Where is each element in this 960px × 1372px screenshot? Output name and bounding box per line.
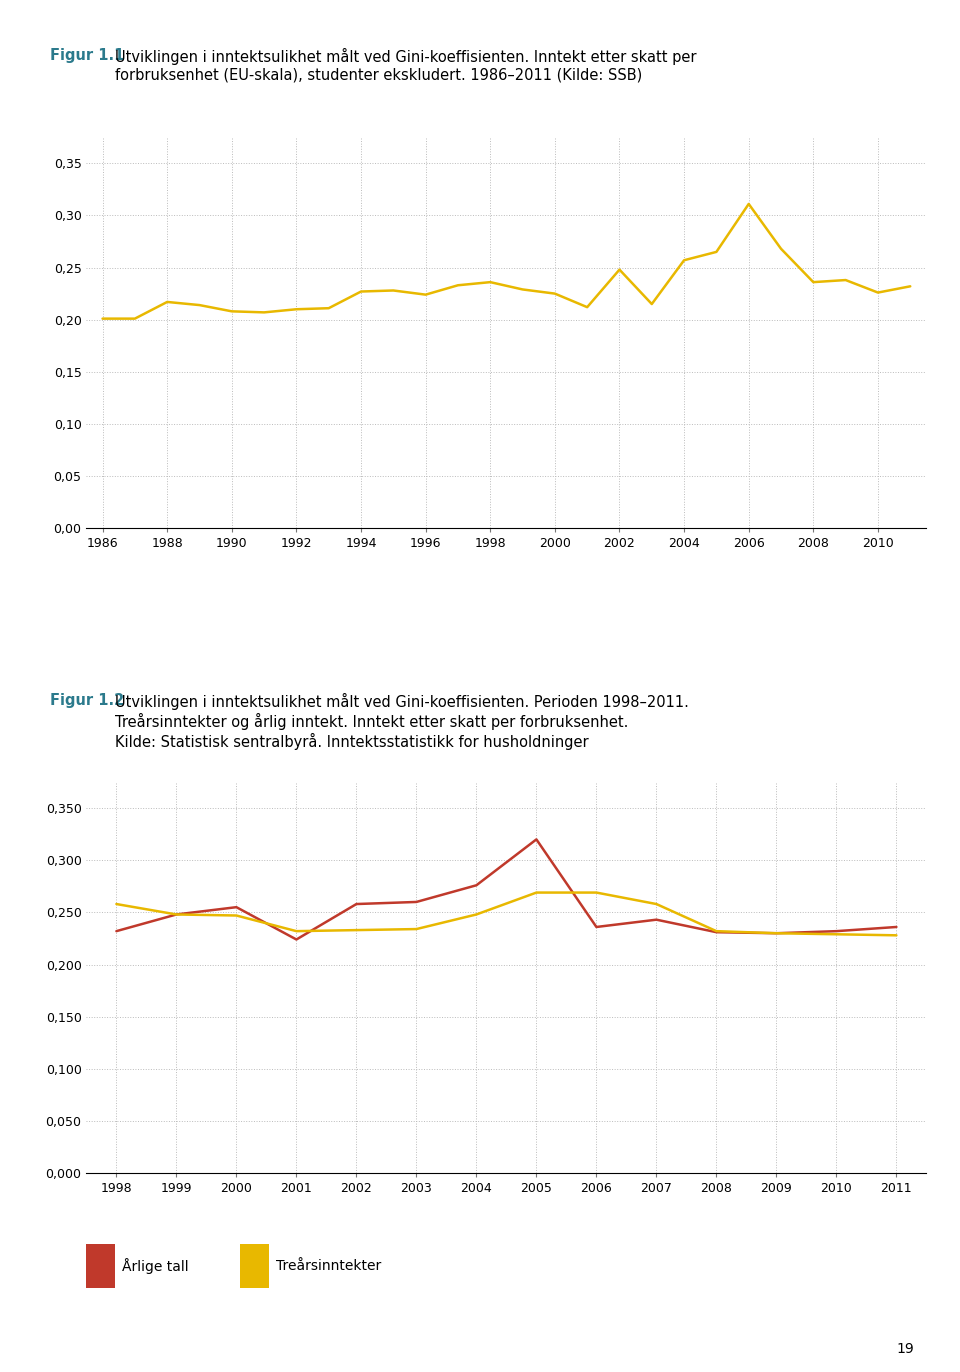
Årlige tall [531,831,542,848]
Årlige tall [411,893,422,910]
Text: 19: 19 [897,1342,914,1356]
Text: Figur 1.1: Figur 1.1 [50,48,124,63]
Text: Utviklingen i inntektsulikhet målt ved Gini-koeffisienten. Perioden 1998–2011.
T: Utviklingen i inntektsulikhet målt ved G… [115,693,689,749]
Treårsinntekter [891,927,902,944]
Treårsinntekter [771,925,782,941]
Treårsinntekter [171,907,182,923]
Treårsinntekter [710,923,722,940]
Text: Utviklingen i inntektsulikhet målt ved Gini-koeffisienten. Inntekt etter skatt p: Utviklingen i inntektsulikhet målt ved G… [115,48,697,82]
Treårsinntekter [291,923,302,940]
Årlige tall [771,925,782,941]
Treårsinntekter [590,885,602,901]
Treårsinntekter [230,907,242,923]
Årlige tall [110,923,122,940]
Bar [86,1244,115,1288]
Årlige tall [830,923,842,940]
Treårsinntekter [651,896,662,912]
Treårsinntekter [531,885,542,901]
Årlige tall [590,919,602,936]
Treårsinntekter [411,921,422,937]
Line: Treårsinntekter: Treårsinntekter [116,893,897,936]
Text: Treårsinntekter: Treårsinntekter [276,1259,381,1273]
Årlige tall [710,923,722,940]
Årlige tall [230,899,242,915]
Line: Årlige tall: Årlige tall [116,840,897,940]
Text: Årlige tall: Årlige tall [123,1258,189,1275]
Årlige tall [470,877,482,893]
Treårsinntekter [830,926,842,943]
Treårsinntekter [470,907,482,923]
Bar [240,1244,269,1288]
Årlige tall [291,932,302,948]
Årlige tall [891,919,902,936]
Årlige tall [350,896,362,912]
Treårsinntekter [110,896,122,912]
Årlige tall [651,911,662,927]
Text: Figur 1.2: Figur 1.2 [50,693,124,708]
Årlige tall [171,907,182,923]
Treårsinntekter [350,922,362,938]
